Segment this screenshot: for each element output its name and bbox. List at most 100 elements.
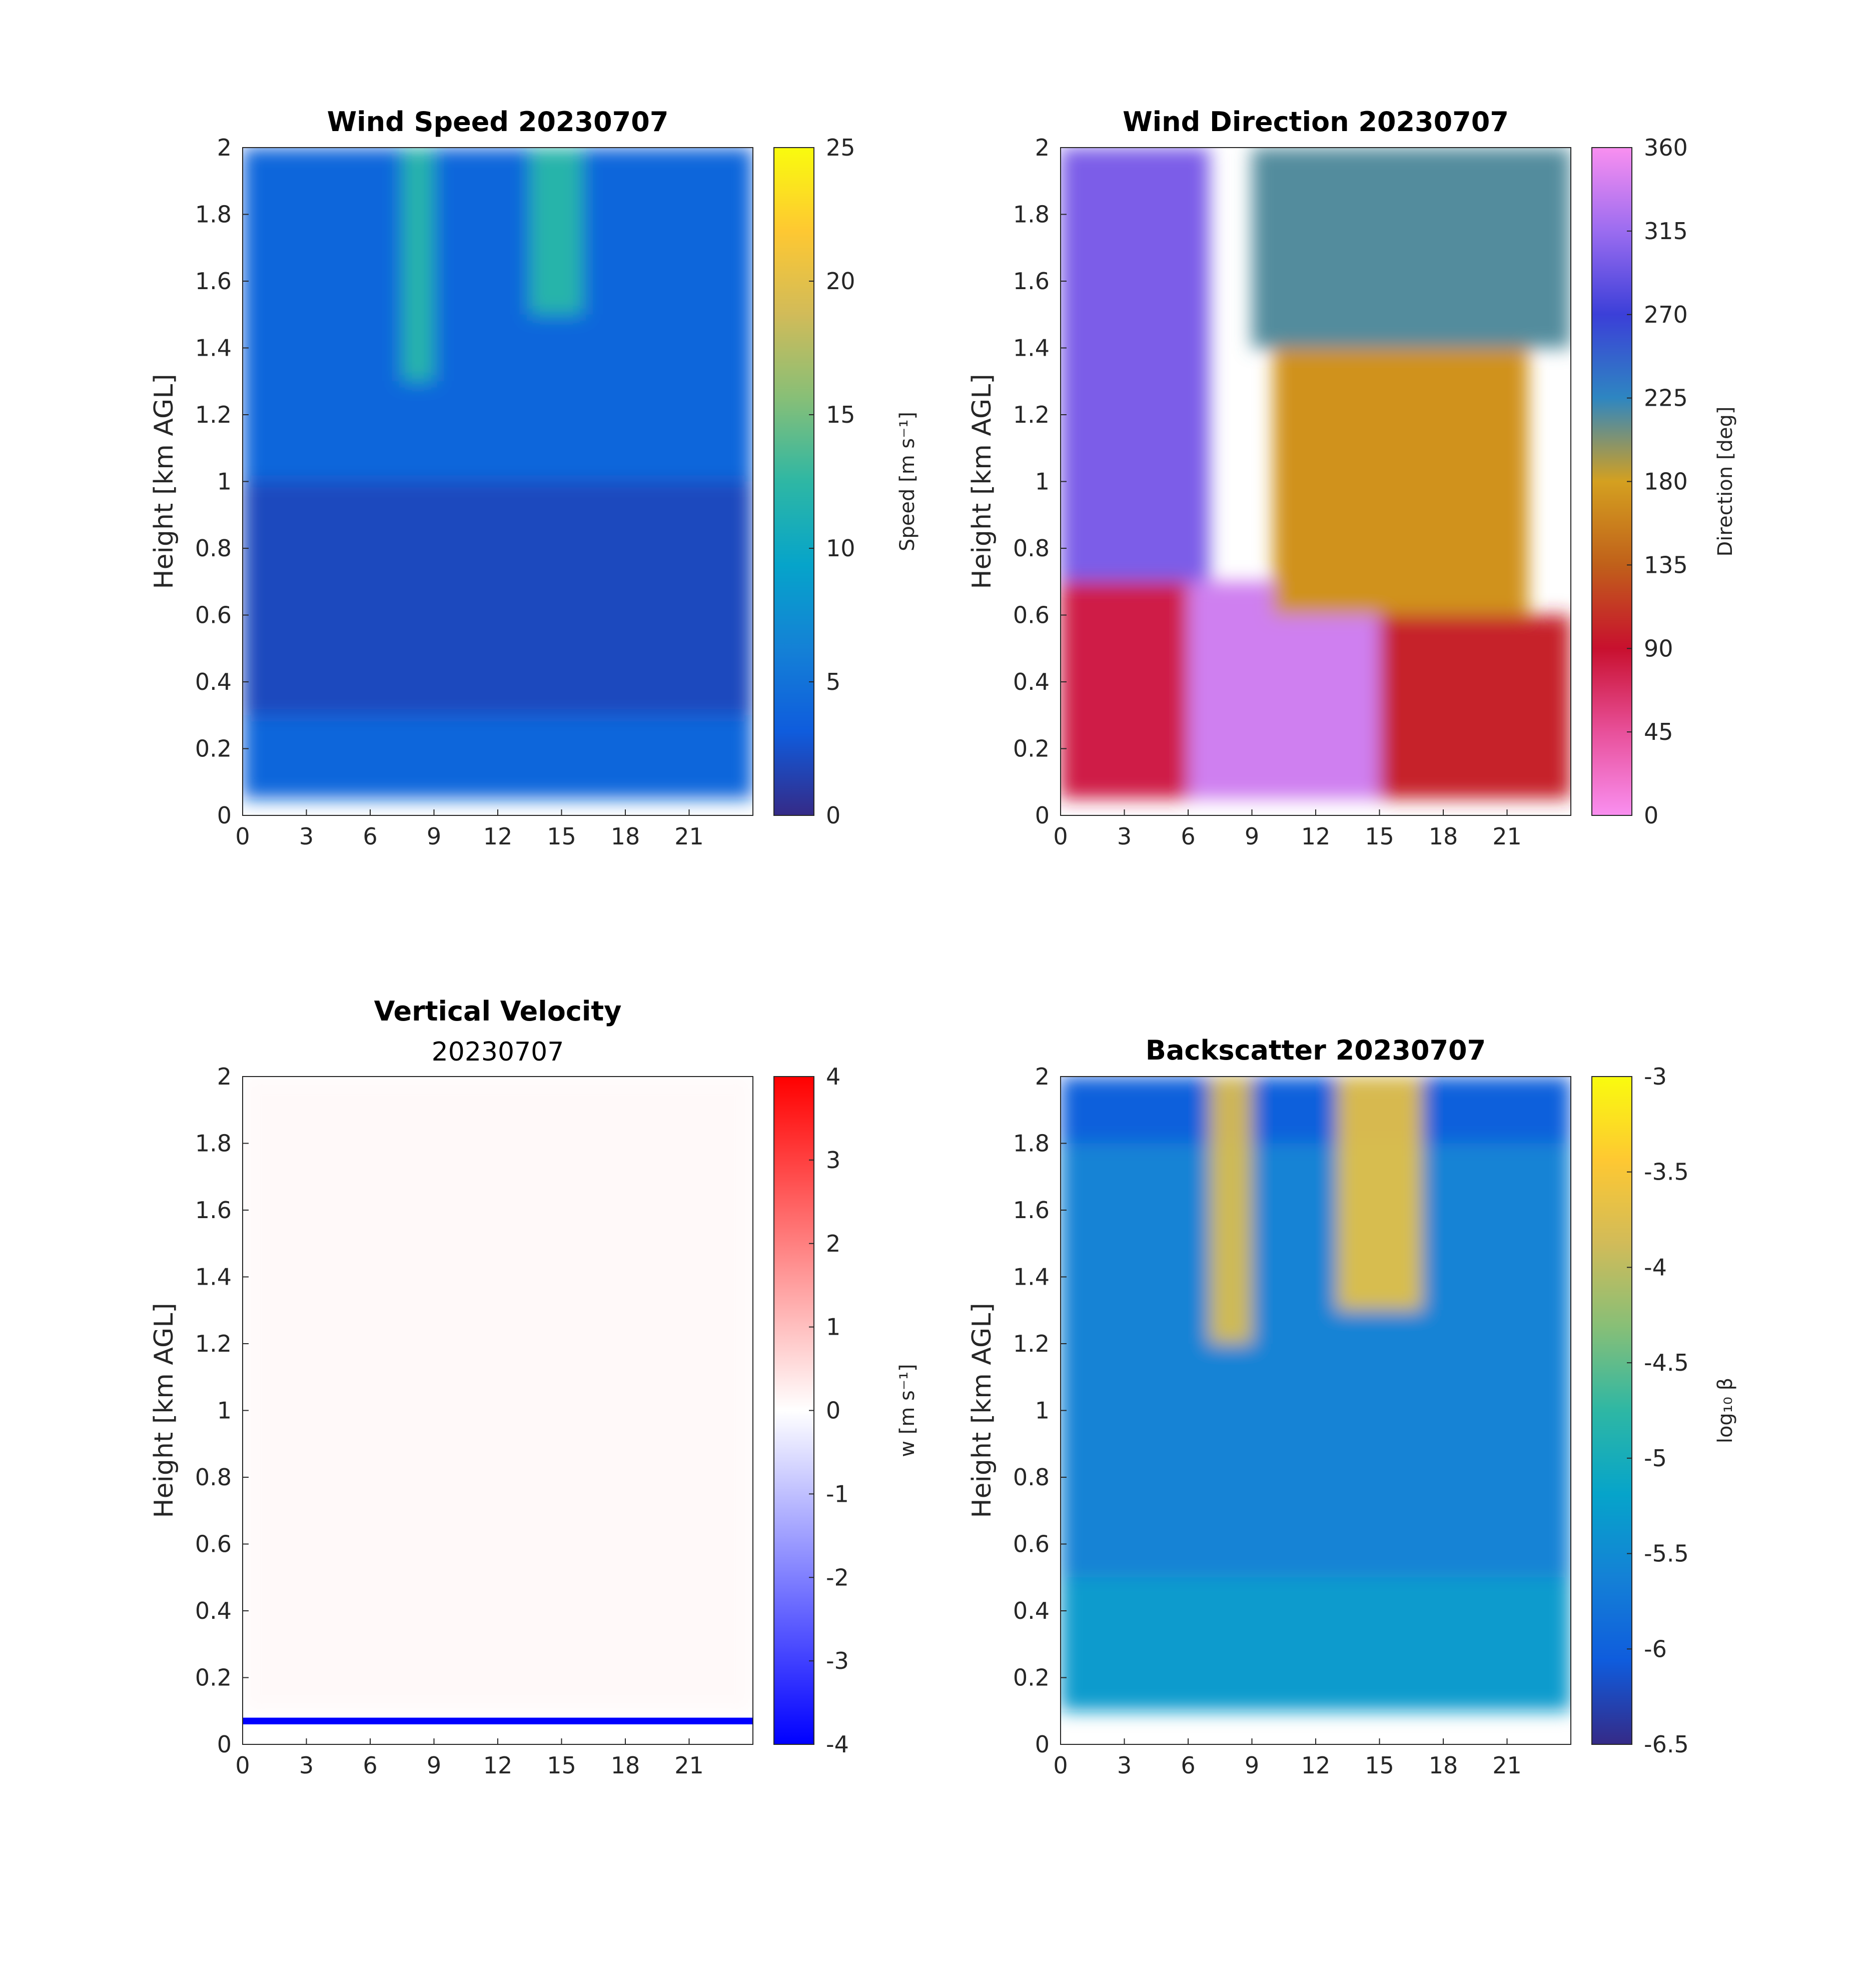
field-backscatter xyxy=(1061,1077,1571,1711)
colorbar-tick-label: 4 xyxy=(826,1063,840,1090)
x-tick-label: 18 xyxy=(611,823,640,850)
y-tick-label: 0.4 xyxy=(1013,1597,1050,1624)
y-tick-label: 0.8 xyxy=(195,535,232,562)
field-soft xyxy=(243,148,753,799)
x-tick-label: 6 xyxy=(1181,823,1195,850)
field-soft xyxy=(243,1077,753,1711)
colorbar-tick-label: 270 xyxy=(1644,301,1688,328)
y-tick-label: 0 xyxy=(217,802,232,829)
y-tick-label: 0.2 xyxy=(195,735,232,762)
colorbar-tick-label: 135 xyxy=(1644,551,1688,578)
x-tick-label: 18 xyxy=(611,1752,640,1779)
y-tick-label: 1.8 xyxy=(195,201,232,228)
colorbar xyxy=(773,1076,814,1745)
x-tick-label: 6 xyxy=(363,823,377,850)
colorbar-tick-label: -3 xyxy=(826,1647,849,1674)
x-tick-label: 15 xyxy=(1365,1752,1394,1779)
colorbar-tick-label: 15 xyxy=(826,401,855,428)
field-cell xyxy=(1061,1143,1571,1578)
colorbar-tick-label: -5 xyxy=(1644,1445,1667,1472)
x-tick-label: 0 xyxy=(235,1752,250,1779)
x-tick-label: 12 xyxy=(483,1752,513,1779)
y-tick-label: 0.6 xyxy=(1013,1531,1050,1558)
field-cell xyxy=(1061,148,1210,582)
y-tick-label: 2 xyxy=(217,1063,232,1090)
colorbar-tick-label: 3 xyxy=(826,1147,840,1174)
y-axis-label: Height [km AGL] xyxy=(149,1303,179,1518)
field-soft xyxy=(1061,1077,1571,1711)
y-tick-label: 0 xyxy=(1035,1731,1050,1758)
panel-backscatter: 0 3 6 9 12 15 18 21 0 0.2 0.4 0.6 0.8 1 1.2 1.4 1.6 1.8 2 H… xyxy=(967,1035,1737,1779)
x-tick-label: 21 xyxy=(1492,1752,1522,1779)
field-cell xyxy=(1061,581,1188,799)
x-tick-label: 6 xyxy=(1181,1752,1195,1779)
field-cell xyxy=(1209,1077,1252,1344)
y-tick-label: 1 xyxy=(217,1397,232,1424)
field-cell xyxy=(1188,581,1380,799)
y-tick-label: 1 xyxy=(1035,468,1050,495)
field-wind-direction xyxy=(1061,148,1571,799)
colorbar-tick-label: -4 xyxy=(826,1731,849,1758)
colorbar-tick-label: -3.5 xyxy=(1644,1159,1689,1186)
colorbar-tick-label: 0 xyxy=(1644,802,1658,829)
field-cell xyxy=(1061,1577,1571,1711)
field-cell xyxy=(1252,148,1571,348)
field-cell xyxy=(243,1077,753,1711)
y-tick-label: 0.2 xyxy=(1013,1664,1050,1691)
chart-title: Vertical Velocity xyxy=(374,996,622,1027)
x-tick-label: 9 xyxy=(427,823,441,850)
colorbar-tick-label: 25 xyxy=(826,134,855,161)
x-tick-label: 21 xyxy=(674,1752,704,1779)
y-tick-label: 1 xyxy=(217,468,232,495)
x-tick-label: 9 xyxy=(1245,823,1259,850)
colorbar xyxy=(773,147,814,816)
colorbar-tick-label: 10 xyxy=(826,535,855,562)
x-tick-label: 18 xyxy=(1429,1752,1458,1779)
colorbar-tick-label: 0 xyxy=(826,1397,840,1424)
y-tick-label: 0.8 xyxy=(195,1464,232,1491)
x-tick-label: 9 xyxy=(427,1752,441,1779)
y-tick-label: 1.6 xyxy=(195,1197,232,1224)
panel-wind-direction: 0 3 6 9 12 15 18 21 0 0.2 0.4 0.6 0.8 1 1.2 1.4 1.6 1.8 2 H… xyxy=(967,106,1737,850)
colorbar-tick-label: -3 xyxy=(1644,1063,1667,1090)
colorbar-tick-label: 2 xyxy=(826,1230,840,1257)
x-tick-label: 9 xyxy=(1245,1752,1259,1779)
y-tick-label: 1.4 xyxy=(1013,335,1050,362)
field-cell xyxy=(243,481,753,715)
x-tick-label: 3 xyxy=(1117,1752,1132,1779)
y-tick-label: 0.6 xyxy=(1013,602,1050,629)
colorbar-tick-label: -4 xyxy=(1644,1254,1667,1281)
x-tick-label: 12 xyxy=(1301,1752,1331,1779)
field-cell xyxy=(1337,1077,1422,1311)
x-tick-label: 12 xyxy=(483,823,513,850)
x-tick-label: 21 xyxy=(674,823,704,850)
colorbar-tick-label: 1 xyxy=(826,1314,840,1341)
y-tick-label: 1.2 xyxy=(1013,401,1050,428)
y-tick-label: 0.4 xyxy=(1013,668,1050,695)
colorbar xyxy=(1591,147,1632,816)
x-tick-label: 21 xyxy=(1492,823,1522,850)
y-tick-label: 0.8 xyxy=(1013,535,1050,562)
field-cell xyxy=(1379,615,1571,799)
colorbar-label: Direction [deg] xyxy=(1714,406,1737,556)
y-tick-label: 0.2 xyxy=(195,1664,232,1691)
y-axis-label: Height [km AGL] xyxy=(967,374,997,589)
x-tick-label: 0 xyxy=(1053,1752,1068,1779)
field-vertical-velocity xyxy=(243,1077,753,1724)
y-tick-label: 0.4 xyxy=(195,668,232,695)
colorbar-label: w [m s⁻¹] xyxy=(896,1364,919,1457)
colorbar-tick-label: 20 xyxy=(826,268,855,295)
field-cell xyxy=(243,148,753,482)
field-soft xyxy=(1061,148,1571,799)
chart-title: Wind Speed 20230707 xyxy=(327,106,669,138)
y-tick-label: 1.2 xyxy=(1013,1330,1050,1357)
y-tick-label: 1.4 xyxy=(195,335,232,362)
x-tick-label: 0 xyxy=(1053,823,1068,850)
colorbar-label: Speed [m s⁻¹] xyxy=(896,412,919,551)
y-tick-label: 0.8 xyxy=(1013,1464,1050,1491)
chart-title: Backscatter 20230707 xyxy=(1146,1035,1486,1066)
x-tick-label: 15 xyxy=(1365,823,1394,850)
field-cell xyxy=(1061,1077,1571,1144)
y-tick-label: 0 xyxy=(1035,802,1050,829)
y-tick-label: 0.4 xyxy=(195,1597,232,1624)
